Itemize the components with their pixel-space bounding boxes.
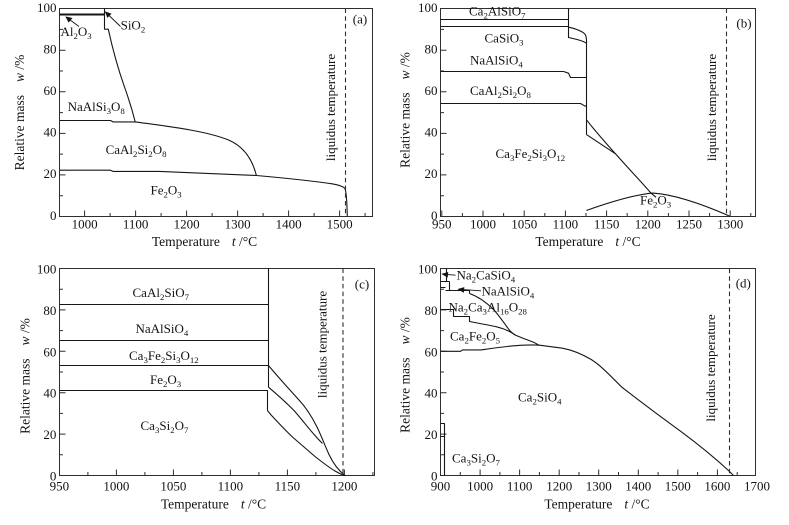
svg-text:1200: 1200 xyxy=(174,217,200,232)
svg-text:Fe2O3: Fe2O3 xyxy=(640,193,672,210)
svg-text:40: 40 xyxy=(44,125,57,140)
svg-text:NaAlSiO4: NaAlSiO4 xyxy=(482,284,535,301)
svg-text:1500: 1500 xyxy=(327,217,353,232)
svg-text:20: 20 xyxy=(425,427,438,442)
svg-text:40: 40 xyxy=(425,386,438,401)
svg-text:60: 60 xyxy=(425,344,438,359)
svg-text:60: 60 xyxy=(44,83,57,98)
svg-text:Ca2SiO4: Ca2SiO4 xyxy=(518,390,562,407)
svg-text:SiO2: SiO2 xyxy=(121,18,146,35)
svg-text:1150: 1150 xyxy=(275,479,301,494)
svg-text:100: 100 xyxy=(418,262,438,277)
svg-text:1050: 1050 xyxy=(511,217,537,232)
svg-text:(a): (a) xyxy=(353,12,367,27)
svg-text:1200: 1200 xyxy=(635,217,661,232)
svg-text:liquidus temperature: liquidus temperature xyxy=(315,291,330,398)
svg-text:1150: 1150 xyxy=(594,217,620,232)
svg-text:1000: 1000 xyxy=(103,479,129,494)
svg-text:1000: 1000 xyxy=(467,479,493,494)
svg-text:1100: 1100 xyxy=(123,217,149,232)
svg-text:CaSiO3: CaSiO3 xyxy=(485,31,525,48)
svg-text:1200: 1200 xyxy=(331,479,357,494)
svg-text:40: 40 xyxy=(43,386,56,401)
svg-text:80: 80 xyxy=(425,303,438,318)
svg-text:NaAlSiO4: NaAlSiO4 xyxy=(136,321,189,338)
svg-text:20: 20 xyxy=(425,166,438,181)
svg-text:950: 950 xyxy=(50,479,70,494)
svg-text:100: 100 xyxy=(37,0,57,15)
svg-text:(b): (b) xyxy=(736,16,751,31)
svg-text:1200: 1200 xyxy=(546,479,572,494)
svg-text:1300: 1300 xyxy=(586,479,612,494)
svg-text:Fe2O3: Fe2O3 xyxy=(150,372,182,389)
svg-text:1300: 1300 xyxy=(717,217,743,232)
svg-text:CaAl2Si2O8: CaAl2Si2O8 xyxy=(470,83,532,100)
svg-text:Relative massw /%: Relative massw /% xyxy=(398,317,413,433)
svg-text:Ca2AlSiO7: Ca2AlSiO7 xyxy=(469,3,526,20)
svg-text:Relative massw /%: Relative massw /% xyxy=(18,318,33,434)
svg-text:1100: 1100 xyxy=(507,479,533,494)
svg-text:1600: 1600 xyxy=(704,479,730,494)
svg-text:100: 100 xyxy=(37,262,57,277)
svg-text:liquidus temperature: liquidus temperature xyxy=(323,54,338,161)
svg-text:1000: 1000 xyxy=(470,217,496,232)
svg-text:liquidus temperature: liquidus temperature xyxy=(703,314,718,421)
svg-text:(c): (c) xyxy=(355,277,369,292)
svg-text:Relative massw /%: Relative massw /% xyxy=(398,52,413,168)
svg-text:60: 60 xyxy=(43,344,56,359)
svg-text:20: 20 xyxy=(43,427,56,442)
svg-text:60: 60 xyxy=(425,83,438,98)
svg-text:1050: 1050 xyxy=(160,479,186,494)
svg-text:Ca2Fe2O5: Ca2Fe2O5 xyxy=(450,329,501,346)
svg-text:900: 900 xyxy=(431,479,451,494)
svg-text:80: 80 xyxy=(43,303,56,318)
svg-text:Na2Ca3Al16O28: Na2Ca3Al16O28 xyxy=(449,300,528,317)
svg-text:0: 0 xyxy=(50,208,57,223)
svg-text:1400: 1400 xyxy=(276,217,302,232)
svg-text:CaAl2SiO7: CaAl2SiO7 xyxy=(133,285,190,302)
svg-text:40: 40 xyxy=(425,125,438,140)
svg-text:1100: 1100 xyxy=(218,479,244,494)
svg-text:1000: 1000 xyxy=(72,217,98,232)
svg-text:1500: 1500 xyxy=(665,479,691,494)
svg-text:liquidus temperature: liquidus temperature xyxy=(704,54,719,161)
svg-text:1250: 1250 xyxy=(676,217,702,232)
svg-text:0: 0 xyxy=(431,469,438,484)
svg-text:100: 100 xyxy=(418,0,438,15)
svg-text:1100: 1100 xyxy=(553,217,579,232)
svg-text:1400: 1400 xyxy=(625,479,651,494)
svg-text:(d): (d) xyxy=(736,276,751,291)
svg-text:Al2O3: Al2O3 xyxy=(61,24,93,41)
svg-text:Ca3Si2O7: Ca3Si2O7 xyxy=(141,418,190,435)
svg-text:Relative massw /%: Relative massw /% xyxy=(12,55,27,171)
svg-text:Ca3Si2O7: Ca3Si2O7 xyxy=(452,451,501,468)
svg-text:80: 80 xyxy=(44,41,57,56)
svg-text:NaAlSi3O8: NaAlSi3O8 xyxy=(68,99,126,116)
svg-text:1300: 1300 xyxy=(225,217,251,232)
svg-text:0: 0 xyxy=(431,208,438,223)
svg-text:0: 0 xyxy=(50,469,57,484)
svg-text:1700: 1700 xyxy=(744,479,770,494)
svg-text:950: 950 xyxy=(432,217,452,232)
svg-text:80: 80 xyxy=(425,41,438,56)
svg-text:20: 20 xyxy=(44,166,57,181)
svg-text:Fe2O3: Fe2O3 xyxy=(151,182,183,199)
svg-text:Na2CaSiO4: Na2CaSiO4 xyxy=(457,268,516,285)
svg-text:NaAlSiO4: NaAlSiO4 xyxy=(470,52,523,69)
svg-text:CaAl2Si2O8: CaAl2Si2O8 xyxy=(106,142,168,159)
